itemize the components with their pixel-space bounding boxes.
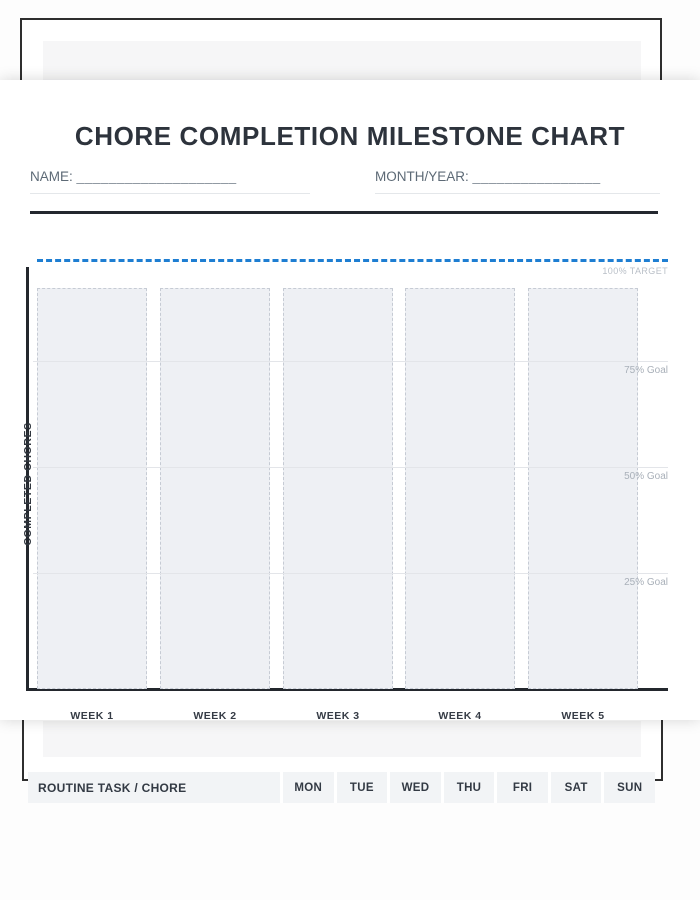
week-5-label: WEEK 5 xyxy=(561,710,605,722)
week-3-bar-placeholder xyxy=(283,288,393,689)
goal-label-75: 75% Goal xyxy=(624,365,668,376)
day-column-wed: WED xyxy=(390,772,441,803)
goal-line-50 xyxy=(33,467,668,468)
name-field: NAME: ____________________ xyxy=(30,169,310,194)
next-page-sheet xyxy=(22,695,663,781)
week-1-bar-placeholder xyxy=(37,288,147,689)
chart-x-axis xyxy=(26,688,668,691)
goal-label-25: 25% Goal xyxy=(624,577,668,588)
day-column-sat: SAT xyxy=(550,772,602,803)
week-4-label: WEEK 4 xyxy=(438,710,482,722)
week-1-label: WEEK 1 xyxy=(70,710,114,722)
week-3-label: WEEK 3 xyxy=(316,710,360,722)
month-year-label: MONTH/YEAR: xyxy=(375,169,469,184)
month-year-field: MONTH/YEAR: ________________ xyxy=(375,169,660,194)
milestone-chart-page: CHORE COMPLETION MILESTONE CHART NAME: _… xyxy=(0,80,700,722)
week-4-bar-placeholder xyxy=(405,288,515,689)
goal-label-50: 50% Goal xyxy=(624,471,668,482)
week-2-label: WEEK 2 xyxy=(193,710,237,722)
day-column-sun: SUN xyxy=(604,772,656,803)
routine-task-table-header: ROUTINE TASK / CHORE MON TUE WED THU FRI… xyxy=(28,772,656,803)
day-column-thu: THU xyxy=(443,772,495,803)
name-label: NAME: xyxy=(30,169,73,184)
header-divider-rule xyxy=(30,211,658,214)
day-column-tue: TUE xyxy=(336,772,388,803)
goal-line-25 xyxy=(33,573,668,574)
month-year-blank-line: ________________ xyxy=(472,169,601,184)
page-title: CHORE COMPLETION MILESTONE CHART xyxy=(74,121,626,151)
day-column-mon: MON xyxy=(283,772,334,803)
task-column-header: ROUTINE TASK / CHORE xyxy=(28,772,280,803)
goal-line-75 xyxy=(33,361,668,362)
chart-y-axis xyxy=(26,267,29,691)
y-axis-label: COMPLETED CHORES xyxy=(22,422,34,546)
week-5-bar-placeholder xyxy=(528,288,638,689)
day-column-fri: FRI xyxy=(497,772,548,803)
target-100-label: 100% TARGET xyxy=(602,266,668,276)
week-2-bar-placeholder xyxy=(160,288,270,689)
name-blank-line: ____________________ xyxy=(76,169,237,184)
next-page-content-block xyxy=(43,721,641,757)
target-100-dashed-line xyxy=(37,259,668,262)
